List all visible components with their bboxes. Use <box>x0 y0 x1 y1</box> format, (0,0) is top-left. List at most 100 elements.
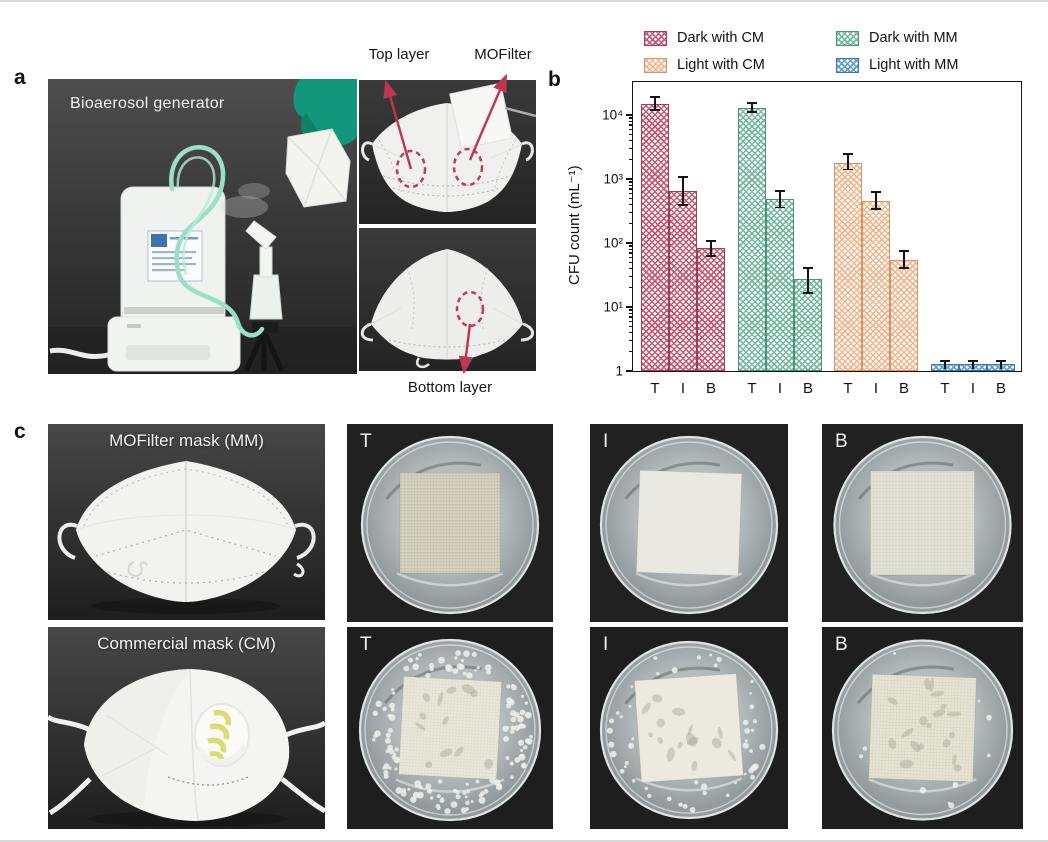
bar-dark-with-mm-i <box>766 199 794 371</box>
y-axis-label: CFU count (mL⁻¹) <box>566 165 583 286</box>
bar-dark-with-mm-t <box>738 107 766 371</box>
legend-swatch <box>644 57 667 73</box>
bottom-layer-circle <box>455 290 485 328</box>
dish-label: I <box>603 431 609 452</box>
y-minor-tick <box>629 203 633 206</box>
mofilter-patch <box>449 82 513 150</box>
error-cap-top <box>650 96 660 98</box>
y-minor-tick <box>629 248 633 250</box>
fabric-sample <box>633 673 744 783</box>
error-cap-top <box>706 239 716 242</box>
y-minor-tick <box>629 197 633 199</box>
y-minor-tick <box>629 159 633 161</box>
y-tick-label: 1 <box>615 363 623 379</box>
x-tick-label: I <box>873 380 879 397</box>
x-tick-label: B <box>898 380 909 397</box>
legend-item-light-with-cm: Light with CM <box>644 55 836 75</box>
error-bar <box>807 269 809 293</box>
error-bar <box>944 362 946 369</box>
y-minor-tick <box>629 117 633 119</box>
y-major-tick <box>626 178 633 180</box>
error-cap-bottom <box>843 168 853 171</box>
x-tick-label: B <box>995 380 1006 397</box>
error-bar <box>903 252 905 268</box>
fabric-sample <box>870 470 975 576</box>
legend-item-light-with-mm: Light with MM <box>836 55 958 75</box>
error-bar <box>847 155 849 169</box>
error-bar <box>751 104 753 112</box>
error-cap-top <box>775 190 785 192</box>
dish-photo-cm-b: B <box>822 627 1023 829</box>
panel-a-label: a <box>14 66 26 89</box>
error-cap-top <box>747 102 757 105</box>
fabric-sample <box>868 673 977 783</box>
dish-photo-mm-t: T <box>347 424 553 622</box>
bar-light-with-cm-i <box>862 200 890 371</box>
dish-label: T <box>360 431 372 452</box>
error-cap-bottom <box>899 267 909 269</box>
x-tick-label: B <box>802 380 813 397</box>
y-minor-tick <box>629 133 633 135</box>
error-bar <box>654 97 656 109</box>
petri-dish <box>822 627 1023 829</box>
dish-label: T <box>360 634 372 655</box>
error-cap-top <box>940 360 950 362</box>
petri-dish <box>347 424 553 622</box>
y-tick-label: 10² <box>603 235 623 251</box>
y-minor-tick <box>629 325 633 327</box>
x-tick-label: I <box>777 380 783 397</box>
plot-area: 1 10¹ 10² 10³ 10⁴ T I B T I B T I B T I B <box>602 81 1022 397</box>
y-minor-tick <box>629 120 633 122</box>
error-cap-bottom <box>706 254 716 257</box>
bar-dark-with-mm-b <box>794 279 822 371</box>
x-tick-label: T <box>843 380 853 397</box>
petri-dish <box>822 424 1023 622</box>
error-cap-bottom <box>871 208 881 210</box>
error-bar <box>1000 362 1002 369</box>
error-cap-bottom <box>678 204 688 207</box>
x-tick-label: T <box>940 380 950 397</box>
legend-swatch <box>644 30 667 46</box>
mask-bottom-layer-photo <box>359 228 536 371</box>
error-cap-top <box>968 360 978 362</box>
petri-dish <box>590 424 788 622</box>
error-cap-top <box>803 267 813 270</box>
legend-swatch <box>836 57 859 73</box>
legend-swatch <box>836 30 859 46</box>
dish-photo-mm-i: I <box>590 424 788 622</box>
bar-light-with-cm-b <box>890 260 918 371</box>
error-cap-bottom <box>747 111 757 113</box>
fabric-sample <box>635 469 743 577</box>
y-minor-tick <box>629 252 633 254</box>
bottom-layer-label: Bottom layer <box>407 379 493 396</box>
y-tick-label: 10³ <box>603 171 623 187</box>
error-cap-top <box>871 190 881 193</box>
error-cap-bottom <box>803 292 813 295</box>
y-minor-tick <box>629 211 633 214</box>
y-major-tick <box>626 242 633 244</box>
y-minor-tick <box>629 275 633 278</box>
error-bar <box>779 191 781 207</box>
petri-dish <box>347 627 553 829</box>
legend-label: Dark with CM <box>677 30 765 46</box>
bar-dark-with-cm-i <box>669 190 697 371</box>
y-minor-tick <box>629 309 633 311</box>
y-minor-tick <box>629 331 633 334</box>
y-minor-tick <box>629 184 633 186</box>
dish-label: I <box>603 634 609 655</box>
y-minor-tick <box>629 339 633 342</box>
legend-label: Dark with MM <box>869 30 958 46</box>
y-minor-tick <box>629 287 633 289</box>
error-cap-bottom <box>650 108 660 111</box>
cm-mask-title: Commercial mask (CM) <box>97 634 276 653</box>
panel-b-label: b <box>548 68 561 91</box>
y-major-tick <box>626 114 633 116</box>
legend-item-dark-with-cm: Dark with CM <box>644 28 836 48</box>
dish-label: B <box>835 431 848 452</box>
x-tick-label: T <box>650 380 660 397</box>
y-major-tick <box>626 306 633 308</box>
bioaerosol-scene <box>48 79 357 374</box>
y-minor-tick <box>629 223 633 225</box>
error-cap-top <box>678 175 688 178</box>
